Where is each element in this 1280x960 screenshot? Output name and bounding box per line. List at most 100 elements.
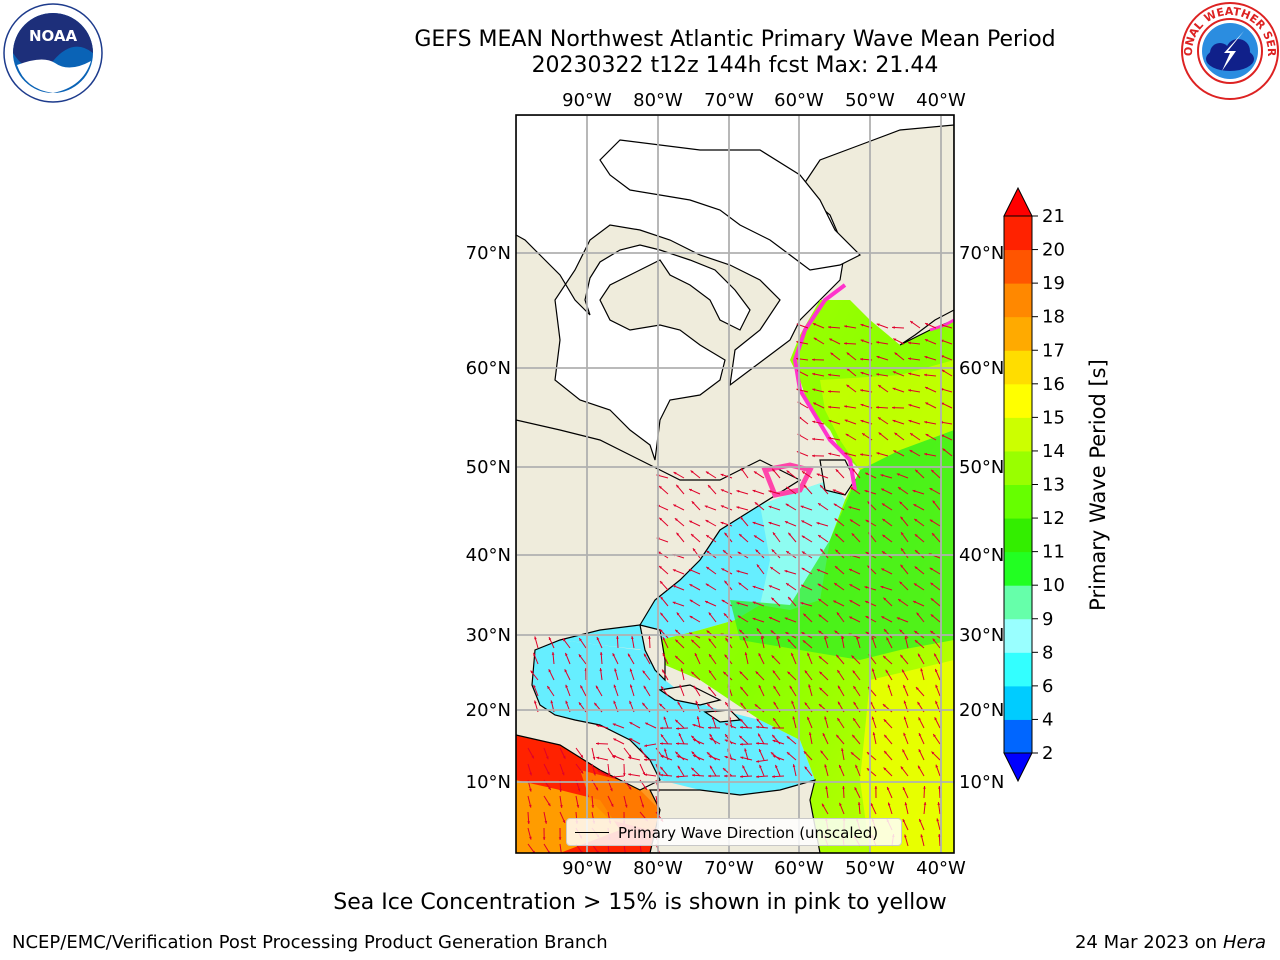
wave-arrow-head bbox=[704, 505, 708, 509]
colorbar-tick-label: 18 bbox=[1042, 307, 1065, 328]
wave-arrow-head bbox=[931, 751, 935, 755]
wave-arrow-head bbox=[825, 786, 828, 789]
colorbar-segment bbox=[1004, 484, 1032, 519]
wave-arrow-head bbox=[829, 338, 833, 342]
lat-label-left: 50°N bbox=[466, 457, 511, 478]
wave-arrow-head bbox=[772, 755, 776, 758]
wave-arrow-head bbox=[812, 437, 815, 441]
colorbar-segment bbox=[1004, 652, 1032, 687]
wave-arrow-head bbox=[828, 436, 832, 440]
wave-arrow-head bbox=[691, 735, 695, 739]
wave-arrow-head bbox=[828, 325, 831, 329]
wave-arrow-head bbox=[865, 616, 869, 619]
wave-arrow-head bbox=[739, 735, 743, 739]
wave-arrow-head bbox=[886, 637, 889, 641]
wave-arrow-head bbox=[929, 519, 933, 523]
wave-arrow-head bbox=[923, 802, 927, 805]
wave-arrow-head bbox=[817, 583, 821, 587]
wave-arrow-head bbox=[932, 638, 936, 642]
wave-arrow-head bbox=[720, 473, 724, 477]
wave-arrow-head bbox=[860, 357, 863, 361]
colorbar-tick-label: 8 bbox=[1042, 642, 1053, 663]
credit-date-text: 24 Mar 2023 on bbox=[1074, 932, 1218, 953]
wave-arrow-head bbox=[772, 670, 776, 674]
wave-arrow-head bbox=[849, 568, 853, 572]
wave-arrow-head bbox=[908, 389, 912, 392]
wave-arrow-head bbox=[679, 684, 683, 688]
colorbar-tick-label: 14 bbox=[1042, 441, 1065, 462]
lat-label-left: 70°N bbox=[466, 243, 511, 264]
wave-arrow-head bbox=[880, 474, 884, 477]
wave-arrow-head bbox=[676, 484, 680, 488]
wave-arrow-head bbox=[612, 653, 616, 657]
wave-arrow-head bbox=[675, 639, 679, 643]
wave-arrow-head bbox=[773, 701, 777, 705]
wave-arrow-head bbox=[660, 742, 663, 745]
wave-arrow-head bbox=[836, 612, 840, 616]
wave-arrow-head bbox=[528, 804, 532, 808]
wave-arrow-head bbox=[807, 652, 810, 656]
wave-arrow-head bbox=[548, 786, 551, 790]
wave-arrow-head bbox=[786, 736, 790, 740]
wave-arrow-head bbox=[534, 636, 537, 640]
wave-arrow-head bbox=[576, 804, 580, 808]
wave-arrow-head bbox=[788, 532, 792, 536]
colorbar-tick-label: 4 bbox=[1042, 709, 1053, 730]
lat-label-left: 10°N bbox=[466, 772, 511, 793]
wave-arrow-head bbox=[527, 821, 530, 824]
wave-arrow-head bbox=[870, 803, 874, 807]
wave-arrow-head bbox=[744, 748, 747, 752]
wave-arrow-head bbox=[860, 339, 864, 343]
lat-label-right: 50°N bbox=[959, 457, 1004, 478]
lon-label-top: 90°W bbox=[562, 90, 612, 111]
wave-arrow-head bbox=[724, 774, 727, 778]
wave-arrow-head bbox=[892, 419, 896, 423]
wave-arrow-head bbox=[860, 419, 864, 423]
wave-arrow-head bbox=[662, 637, 666, 641]
lat-label-left: 20°N bbox=[466, 700, 511, 721]
wave-arrow-head bbox=[830, 352, 834, 356]
wave-arrow-head bbox=[689, 632, 693, 636]
wave-arrow-head bbox=[709, 738, 713, 741]
wave-arrow-head bbox=[801, 520, 805, 523]
colorbar-segment bbox=[1004, 316, 1032, 351]
wave-arrow-head bbox=[596, 637, 600, 641]
wave-arrow-head bbox=[706, 550, 710, 554]
wave-arrow-head bbox=[613, 684, 617, 688]
wave-arrow-head bbox=[913, 600, 917, 604]
wave-arrow-head bbox=[692, 739, 696, 742]
wave-arrow-head bbox=[818, 614, 822, 618]
svg-text:NOAA: NOAA bbox=[29, 27, 78, 45]
wave-area-caribbean-south bbox=[580, 770, 680, 830]
wave-arrow-head bbox=[786, 470, 790, 474]
wave-arrow-head bbox=[837, 701, 841, 705]
wave-arrow-head bbox=[786, 752, 790, 755]
wave-arrow-head bbox=[722, 550, 726, 553]
wave-arrow-head bbox=[813, 402, 817, 406]
wave-arrow-head bbox=[856, 636, 859, 640]
wave-arrow-head bbox=[771, 655, 775, 659]
ice-region-north bbox=[599, 139, 862, 271]
wave-arrow-head bbox=[850, 752, 854, 755]
wave-arrow-head bbox=[564, 669, 568, 673]
wave-arrow-head bbox=[828, 373, 831, 377]
wave-arrow-head bbox=[696, 716, 700, 720]
wave-arrow-head bbox=[883, 719, 887, 723]
wave-arrow-head bbox=[786, 551, 790, 554]
wave-arrow-head bbox=[788, 596, 791, 600]
lat-label-right: 70°N bbox=[959, 243, 1004, 264]
colorbar-segment bbox=[1004, 216, 1032, 251]
wave-arrow-head bbox=[880, 585, 884, 589]
wave-arrow-head bbox=[642, 670, 646, 674]
wave-arrow-head bbox=[901, 532, 904, 536]
wave-arrow-head bbox=[595, 685, 599, 689]
wave-area-atlantic-yellow bbox=[860, 660, 954, 853]
wave-arrow-head bbox=[791, 700, 794, 704]
wave-arrow-head bbox=[529, 788, 532, 792]
wave-arrow-head bbox=[752, 585, 756, 589]
wave-arrow-head bbox=[835, 533, 839, 537]
wave-arrow-head bbox=[736, 490, 740, 493]
wave-arrow-head bbox=[629, 684, 633, 688]
wave-arrow-head bbox=[694, 653, 698, 657]
wave-arrow-head bbox=[918, 765, 921, 769]
